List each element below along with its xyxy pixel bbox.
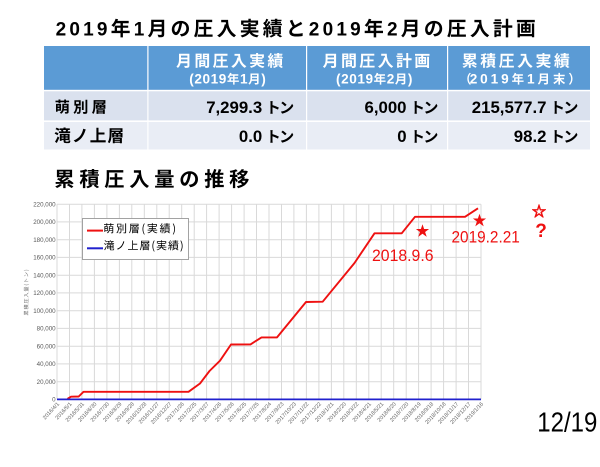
svg-text:2019: 2019 (309, 20, 364, 41)
svg-text:2018.9.6: 2018.9.6 (372, 246, 434, 265)
svg-text:0: 0 (52, 397, 56, 404)
svg-text:220,000: 220,000 (33, 201, 56, 208)
svg-text:2: 2 (387, 20, 401, 41)
svg-text:20,000: 20,000 (37, 379, 56, 386)
svg-text:): ) (261, 72, 266, 87)
svg-text:(2019: (2019 (189, 72, 227, 87)
svg-text:1: 1 (134, 20, 148, 41)
svg-text:160,000: 160,000 (33, 255, 56, 262)
svg-text:): ) (408, 72, 413, 87)
svg-text:12/19: 12/19 (537, 406, 597, 437)
svg-text:98.2: 98.2 (514, 127, 547, 146)
svg-text:120,000: 120,000 (33, 290, 56, 297)
svg-text:2019.2.21: 2019.2.21 (452, 227, 520, 246)
svg-text:180,000: 180,000 (33, 237, 56, 244)
svg-text:80,000: 80,000 (37, 326, 56, 333)
svg-text:140,000: 140,000 (33, 272, 56, 279)
svg-text:6,000: 6,000 (365, 98, 407, 117)
svg-text:215,577.7: 215,577.7 (472, 98, 547, 117)
svg-text:200,000: 200,000 (33, 219, 56, 226)
svg-text:0: 0 (397, 127, 406, 146)
svg-text:100,000: 100,000 (33, 308, 56, 315)
svg-text:2019: 2019 (56, 20, 111, 41)
svg-text:2019: 2019 (470, 72, 512, 87)
svg-text:40,000: 40,000 (37, 361, 56, 368)
svg-text:1: 1 (240, 72, 248, 87)
svg-text:0.0: 0.0 (239, 127, 262, 146)
svg-text:2: 2 (387, 72, 395, 87)
svg-text:60,000: 60,000 (37, 343, 56, 350)
svg-text:1: 1 (527, 72, 537, 87)
svg-text:(2019: (2019 (336, 72, 374, 87)
svg-text:?: ? (535, 221, 547, 242)
svg-text:7,299.3: 7,299.3 (206, 98, 262, 117)
